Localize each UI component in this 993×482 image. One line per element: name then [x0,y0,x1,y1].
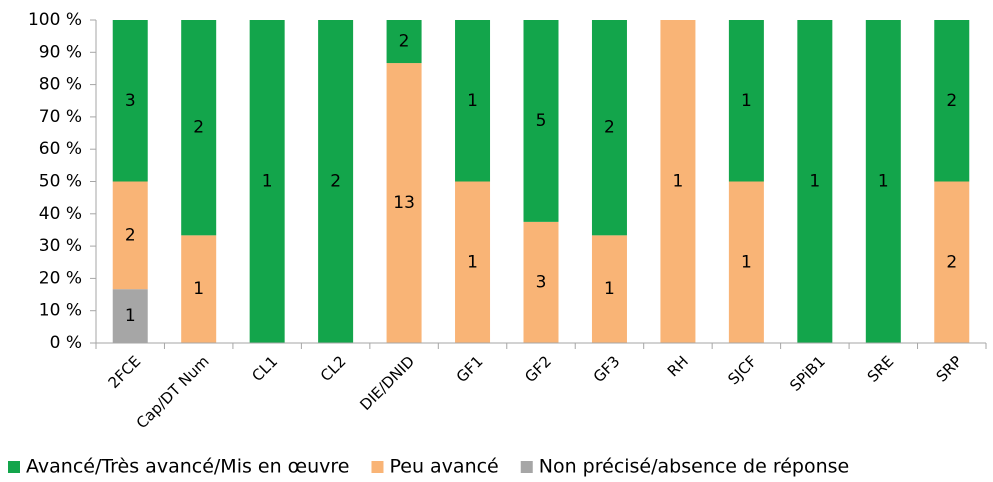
data-label: 1 [262,172,273,192]
x-tick-label: GF1 [453,352,487,386]
legend-swatch [520,461,533,473]
bar-segment [455,181,491,343]
legend-label: Non précisé/absence de réponse [539,456,849,478]
bar-segment [523,20,559,222]
legend-swatch [371,461,384,473]
data-label: 2 [946,91,957,111]
data-label: 1 [878,172,889,192]
bar-segment [386,63,422,344]
y-tick-label: 20 % [39,268,82,288]
x-tick-label: SRE [864,352,898,386]
y-tick-label: 10 % [39,301,82,321]
bar-segment [181,20,217,236]
data-label: 13 [393,193,415,213]
data-label: 1 [741,252,752,272]
bar-segment [728,181,764,343]
data-label: 1 [673,172,684,192]
bar-segment [386,20,422,64]
bar-segment [112,20,148,182]
bar-segment [181,235,217,343]
data-label: 2 [330,172,341,192]
data-label: 3 [125,91,136,111]
data-label: 1 [604,279,615,299]
x-tick-label: Cap/DT Num [133,352,213,432]
y-tick-label: 40 % [39,204,82,224]
x-tick-label: SPiB1 [786,352,829,395]
x-tick-label: CL1 [248,352,281,385]
bar-segment [865,20,901,343]
legend-swatch [8,461,20,473]
bar-segment [523,221,559,343]
y-tick-label: 90 % [39,42,82,62]
legend-label: Peu avancé [389,456,498,478]
data-label: 1 [467,91,478,111]
y-tick-label: 60 % [39,139,82,159]
y-tick-label: 30 % [39,236,82,256]
data-label: 1 [467,252,478,272]
bar-segment [112,289,148,343]
bar-segment [249,20,285,343]
data-label: 2 [399,32,410,52]
data-label: 1 [193,279,204,299]
y-tick-label: 100 % [28,10,82,30]
x-tick-label: GF2 [521,352,555,386]
data-label: 1 [741,91,752,111]
y-tick-label: 70 % [39,107,82,127]
x-tick-label: DIE/DNID [356,352,418,414]
x-tick-label: SJCF [724,352,760,388]
x-tick-label: 2FCE [105,352,145,392]
bar-segment [591,20,627,236]
data-label: 2 [604,118,615,138]
x-tick-label: CL2 [317,352,350,385]
x-tick-label: SRP [933,352,966,385]
data-label: 1 [125,306,136,326]
data-label: 2 [193,118,204,138]
bar-segment [934,181,970,343]
bar-segment [591,235,627,343]
data-label: 2 [125,225,136,245]
data-label: 5 [536,111,547,131]
bar-segment [318,20,354,343]
data-label: 3 [536,272,547,292]
data-label: 2 [946,252,957,272]
data-label: 1 [809,172,820,192]
bar-segment [728,20,764,182]
bar-segment [455,20,491,182]
legend-label: Avancé/Très avancé/Mis en œuvre [26,456,349,478]
y-tick-label: 0 % [50,333,82,353]
y-tick-label: 50 % [39,172,82,192]
bar-segment [934,20,970,182]
x-tick-label: GF3 [590,352,624,386]
x-tick-label: RH [664,352,692,380]
bar-segment [112,181,148,290]
y-tick-label: 80 % [39,75,82,95]
bar-segment [660,20,696,343]
bar-segment [797,20,833,343]
